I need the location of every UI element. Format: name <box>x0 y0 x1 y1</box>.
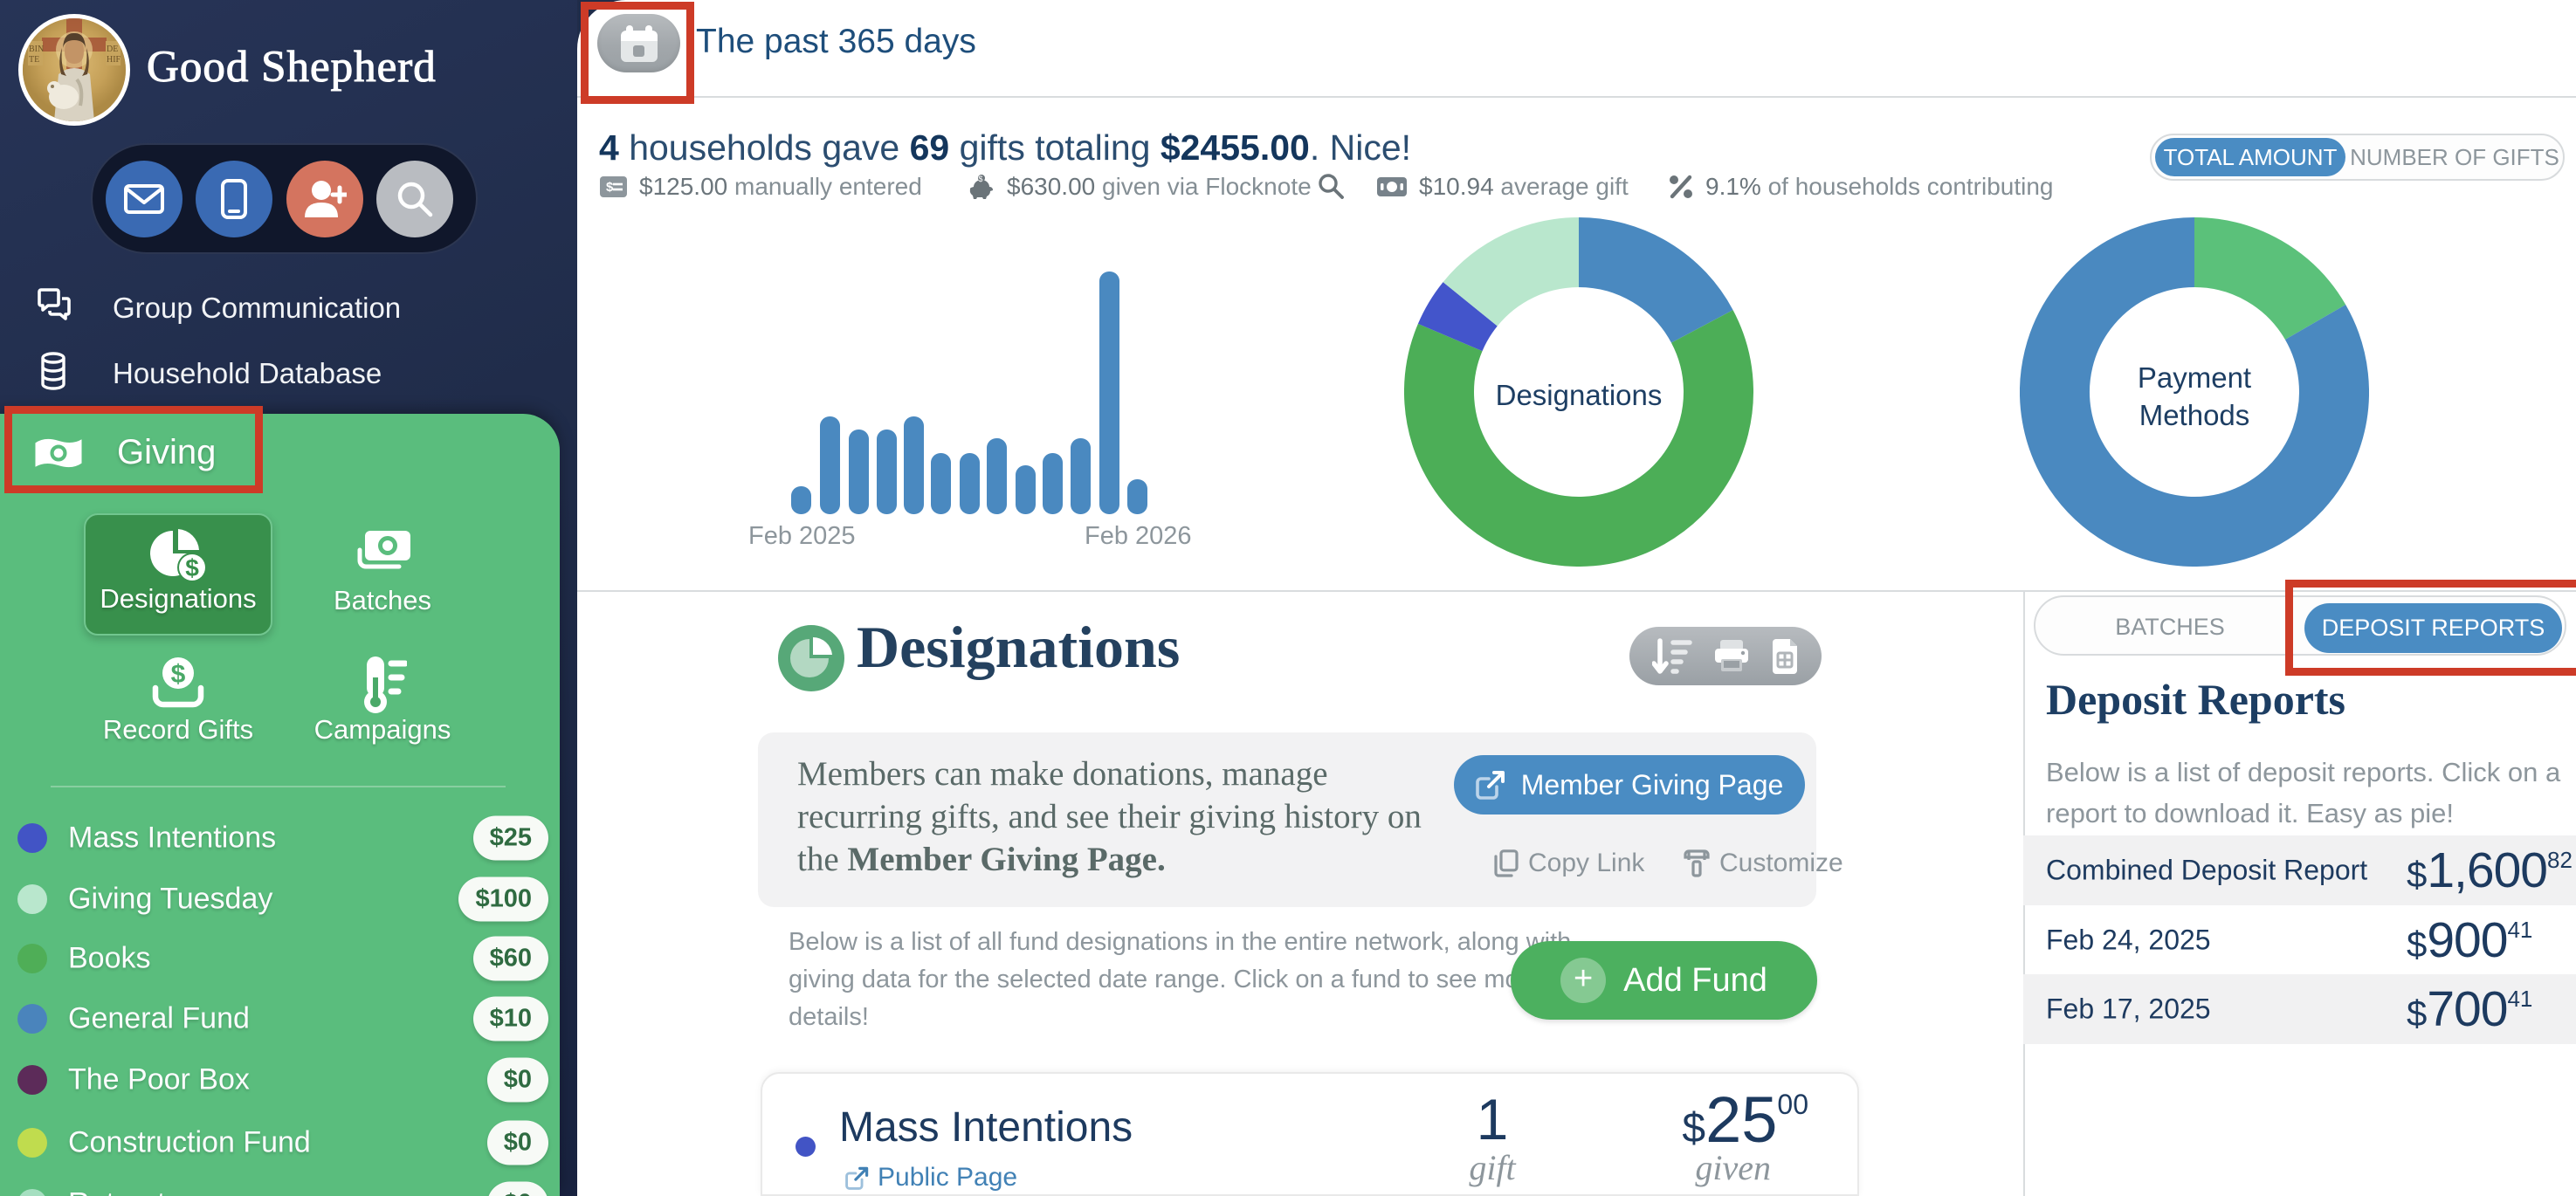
svg-text:TE: TE <box>29 55 39 65</box>
svg-text:DE: DE <box>107 45 118 54</box>
svg-text:HIF: HIF <box>107 55 121 65</box>
svg-text:BIN: BIN <box>29 45 44 54</box>
svg-text:$: $ <box>185 554 199 581</box>
svg-text:$: $ <box>171 660 186 689</box>
svg-text:$: $ <box>979 175 983 183</box>
svg-text:$: $ <box>606 180 614 195</box>
